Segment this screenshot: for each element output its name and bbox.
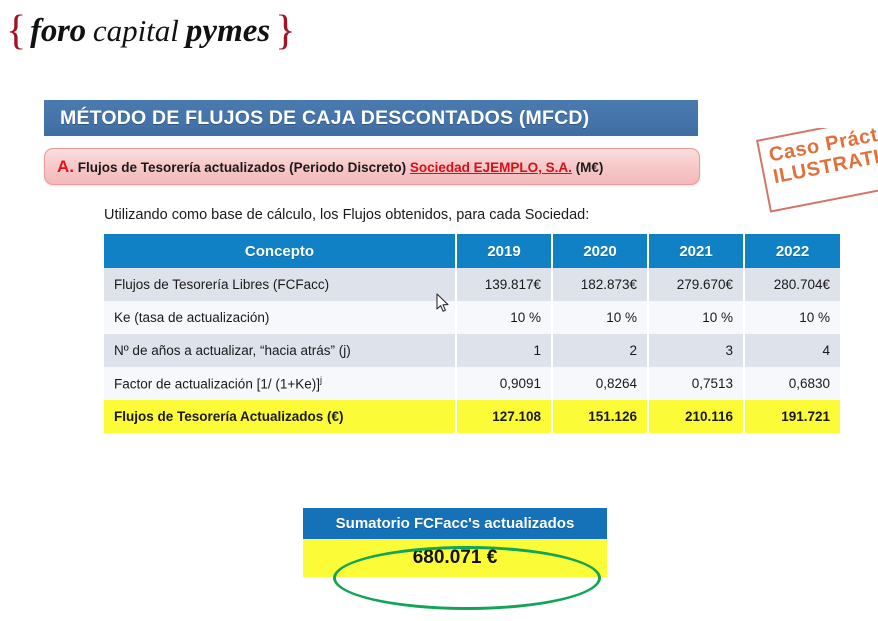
illustrative-case-stamp: Caso Práctico ILUSTRATIVO <box>756 128 878 213</box>
total-row-label: Flujos de Tesorería Actualizados (€) <box>104 400 457 433</box>
row-value: 279.670€ <box>648 268 745 301</box>
total-row-value: 151.126 <box>552 400 649 433</box>
row-value: 3 <box>648 334 745 367</box>
total-row-value: 210.116 <box>648 400 745 433</box>
row-label: Nº de años a actualizar, “hacia atrás” (… <box>104 334 457 367</box>
cashflow-table-wrapper: Concepto 2019 2020 2021 2022 Flujos de T… <box>104 234 840 433</box>
subtitle-text: A. Flujos de Tesorería actualizados (Per… <box>57 157 603 177</box>
subtitle-company-link[interactable]: Sociedad EJEMPLO, S.A. <box>409 159 572 175</box>
column-header-2019: 2019 <box>456 234 553 268</box>
brand-logo: { foro capital pymes } <box>6 8 295 54</box>
stamp-clip-region: Caso Práctico ILUSTRATIVO <box>720 128 878 228</box>
row-value: 182.873€ <box>552 268 649 301</box>
table-row: Factor de actualización [1/ (1+Ke)]j 0,9… <box>104 367 840 400</box>
column-header-2022: 2022 <box>744 234 840 268</box>
total-row-value: 127.108 <box>456 400 553 433</box>
subtitle-banner: A. Flujos de Tesorería actualizados (Per… <box>44 148 700 185</box>
logo-brace-close: } <box>275 8 296 54</box>
row-label: Ke (tasa de actualización) <box>104 301 457 334</box>
row-value: 10 % <box>648 301 745 334</box>
row-value: 280.704€ <box>744 268 840 301</box>
row-value: 2 <box>552 334 649 367</box>
row-value: 139.817€ <box>456 268 553 301</box>
logo-word-pymes: pymes <box>185 12 271 49</box>
summary-header-label: Sumatorio FCFacc's actualizados <box>303 508 607 539</box>
subtitle-description: Flujos de Tesorería actualizados (Period… <box>77 159 407 175</box>
row-value: 10 % <box>456 301 553 334</box>
summary-block: Sumatorio FCFacc's actualizados 680.071 … <box>303 508 607 610</box>
row-label-text: Factor de actualización [1/ (1+Ke)] <box>114 376 320 392</box>
table-header-row: Concepto 2019 2020 2021 2022 <box>104 234 840 268</box>
table-row: Ke (tasa de actualización) 10 % 10 % 10 … <box>104 301 840 334</box>
subtitle-unit: (M€) <box>575 159 604 175</box>
column-header-2021: 2021 <box>648 234 745 268</box>
total-row-value: 191.721 <box>744 400 840 433</box>
intro-paragraph: Utilizando como base de cálculo, los Flu… <box>104 207 590 223</box>
row-value: 10 % <box>744 301 840 334</box>
section-title-bar: MÉTODO DE FLUJOS DE CAJA DESCONTADOS (MF… <box>44 100 698 136</box>
table-row: Nº de años a actualizar, “hacia atrás” (… <box>104 334 840 367</box>
row-value: 4 <box>744 334 840 367</box>
column-header-concepto: Concepto <box>104 234 457 268</box>
subtitle-letter: A. <box>57 156 74 176</box>
column-header-2020: 2020 <box>552 234 649 268</box>
row-value: 1 <box>456 334 553 367</box>
summary-total-value: 680.071 € <box>412 547 498 568</box>
table-total-row: Flujos de Tesorería Actualizados (€) 127… <box>104 400 840 433</box>
logo-word-capital: capital <box>92 13 179 48</box>
row-label: Flujos de Tesorería Libres (FCFacc) <box>104 268 457 301</box>
cashflow-table: Concepto 2019 2020 2021 2022 Flujos de T… <box>104 234 840 433</box>
row-value: 0,6830 <box>744 367 840 400</box>
row-value: 0,7513 <box>648 367 745 400</box>
logo-brace-open: { <box>6 8 27 54</box>
page-title: MÉTODO DE FLUJOS DE CAJA DESCONTADOS (MF… <box>60 106 590 129</box>
stamp-line-1: Caso Práctico <box>767 128 878 167</box>
row-label-superscript: j <box>319 375 322 386</box>
logo-word-foro: foro <box>30 12 86 49</box>
row-label: Factor de actualización [1/ (1+Ke)]j <box>104 367 457 400</box>
row-value: 0,8264 <box>552 367 649 400</box>
summary-value-box: 680.071 € <box>303 539 607 577</box>
stamp-line-2: ILUSTRATIVO <box>771 140 878 189</box>
table-row: Flujos de Tesorería Libres (FCFacc) 139.… <box>104 268 840 301</box>
row-value: 0,9091 <box>456 367 553 400</box>
row-value: 10 % <box>552 301 649 334</box>
